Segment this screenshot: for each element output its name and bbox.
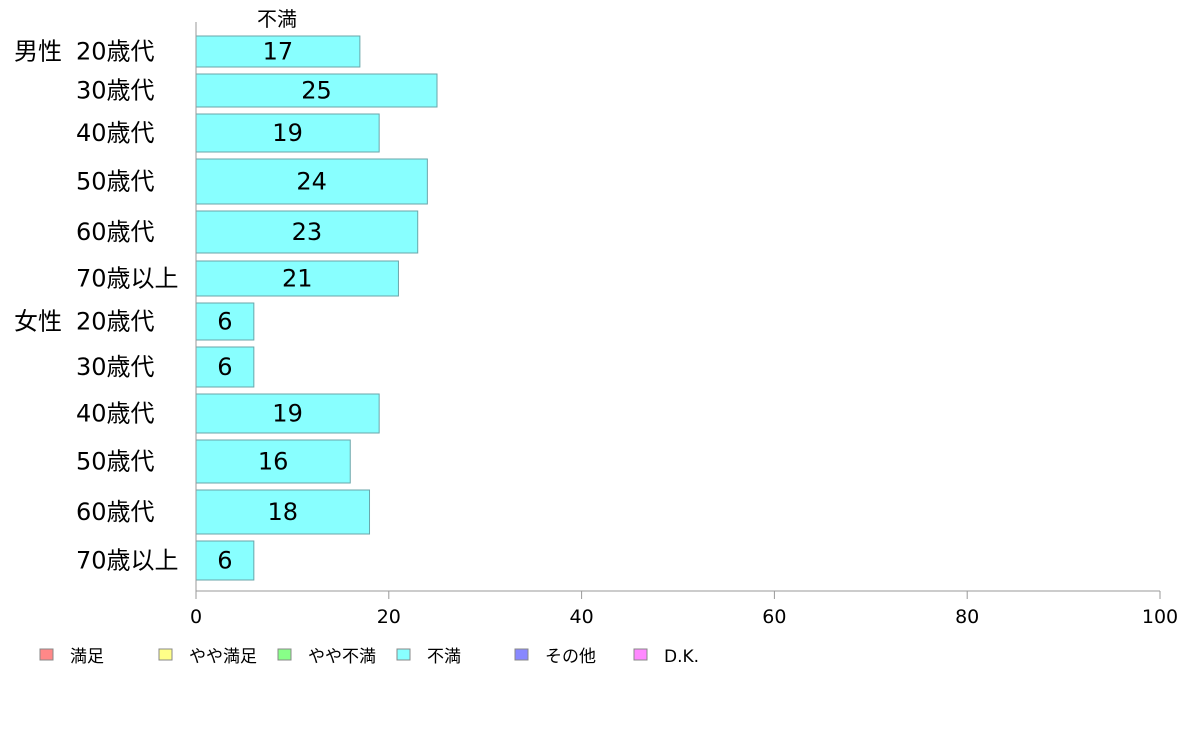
legend-swatch — [277, 648, 292, 661]
category-label: 30歳代 — [76, 353, 155, 381]
legend: 満足 やや満足 やや不満 不満 その他 D.K. — [39, 647, 699, 667]
bar-value-label: 19 — [272, 400, 303, 428]
legend-label: やや不満 — [308, 647, 376, 667]
x-tick-label: 100 — [1142, 606, 1178, 628]
category-label: 20歳代 — [76, 38, 155, 66]
legend-swatch — [633, 648, 648, 661]
category-label: 30歳代 — [76, 77, 155, 105]
bar — [195, 113, 380, 153]
category-label: 60歳代 — [76, 498, 155, 526]
bar — [195, 73, 438, 108]
bar-value-label: 25 — [301, 77, 332, 105]
legend-label: 満足 — [70, 647, 104, 667]
category-label: 70歳以上 — [76, 265, 179, 293]
legend-swatch — [396, 648, 411, 661]
legend-swatch — [158, 648, 173, 661]
bar-value-label: 18 — [267, 498, 298, 526]
legend-label: D.K. — [664, 647, 699, 667]
x-tick-label: 0 — [190, 606, 202, 628]
legend-swatch — [514, 648, 529, 661]
legend-label: その他 — [545, 647, 596, 667]
x-tick-label: 40 — [570, 606, 594, 628]
bar-value-label: 6 — [217, 353, 232, 381]
category-label: 60歳代 — [76, 218, 155, 246]
bar-value-label: 23 — [292, 218, 323, 246]
category-label: 40歳代 — [76, 400, 155, 428]
legend-label: 不満 — [427, 647, 461, 667]
x-tick-label: 20 — [377, 606, 401, 628]
category-label: 50歳代 — [76, 168, 155, 196]
legend-label: やや満足 — [189, 647, 257, 667]
bar — [195, 302, 255, 341]
legend-swatch — [39, 648, 54, 661]
bar — [195, 210, 419, 254]
x-axis: 0 20 40 60 80 100 — [190, 22, 1178, 628]
category-label: 40歳代 — [76, 119, 155, 147]
category-label: 50歳代 — [76, 448, 155, 476]
bar-value-label: 6 — [217, 547, 232, 575]
bar — [195, 540, 255, 581]
x-tick-label: 80 — [955, 606, 979, 628]
bar-value-label: 24 — [296, 168, 327, 196]
bar — [195, 35, 361, 68]
category-label: 70歳以上 — [76, 547, 179, 575]
category-labels-layer: 20歳代 30歳代 40歳代 50歳代 60歳代 70歳以上 20歳代 30歳代 40歳代 50歳… — [14, 38, 179, 575]
group-label: 男性 — [14, 38, 62, 66]
bar-value-label: 19 — [272, 119, 303, 147]
bar-value-label: 21 — [282, 265, 313, 293]
x-tick-label: 60 — [762, 606, 786, 628]
bar-value-label: 6 — [217, 308, 232, 336]
bar — [195, 158, 428, 205]
bar-value-label: 17 — [263, 38, 294, 66]
bar-value-label: 16 — [258, 448, 289, 476]
group-label: 女性 — [14, 308, 62, 336]
bar — [195, 439, 351, 484]
category-label: 20歳代 — [76, 308, 155, 336]
series-header-label: 不満 — [257, 7, 297, 31]
bar — [195, 489, 371, 535]
